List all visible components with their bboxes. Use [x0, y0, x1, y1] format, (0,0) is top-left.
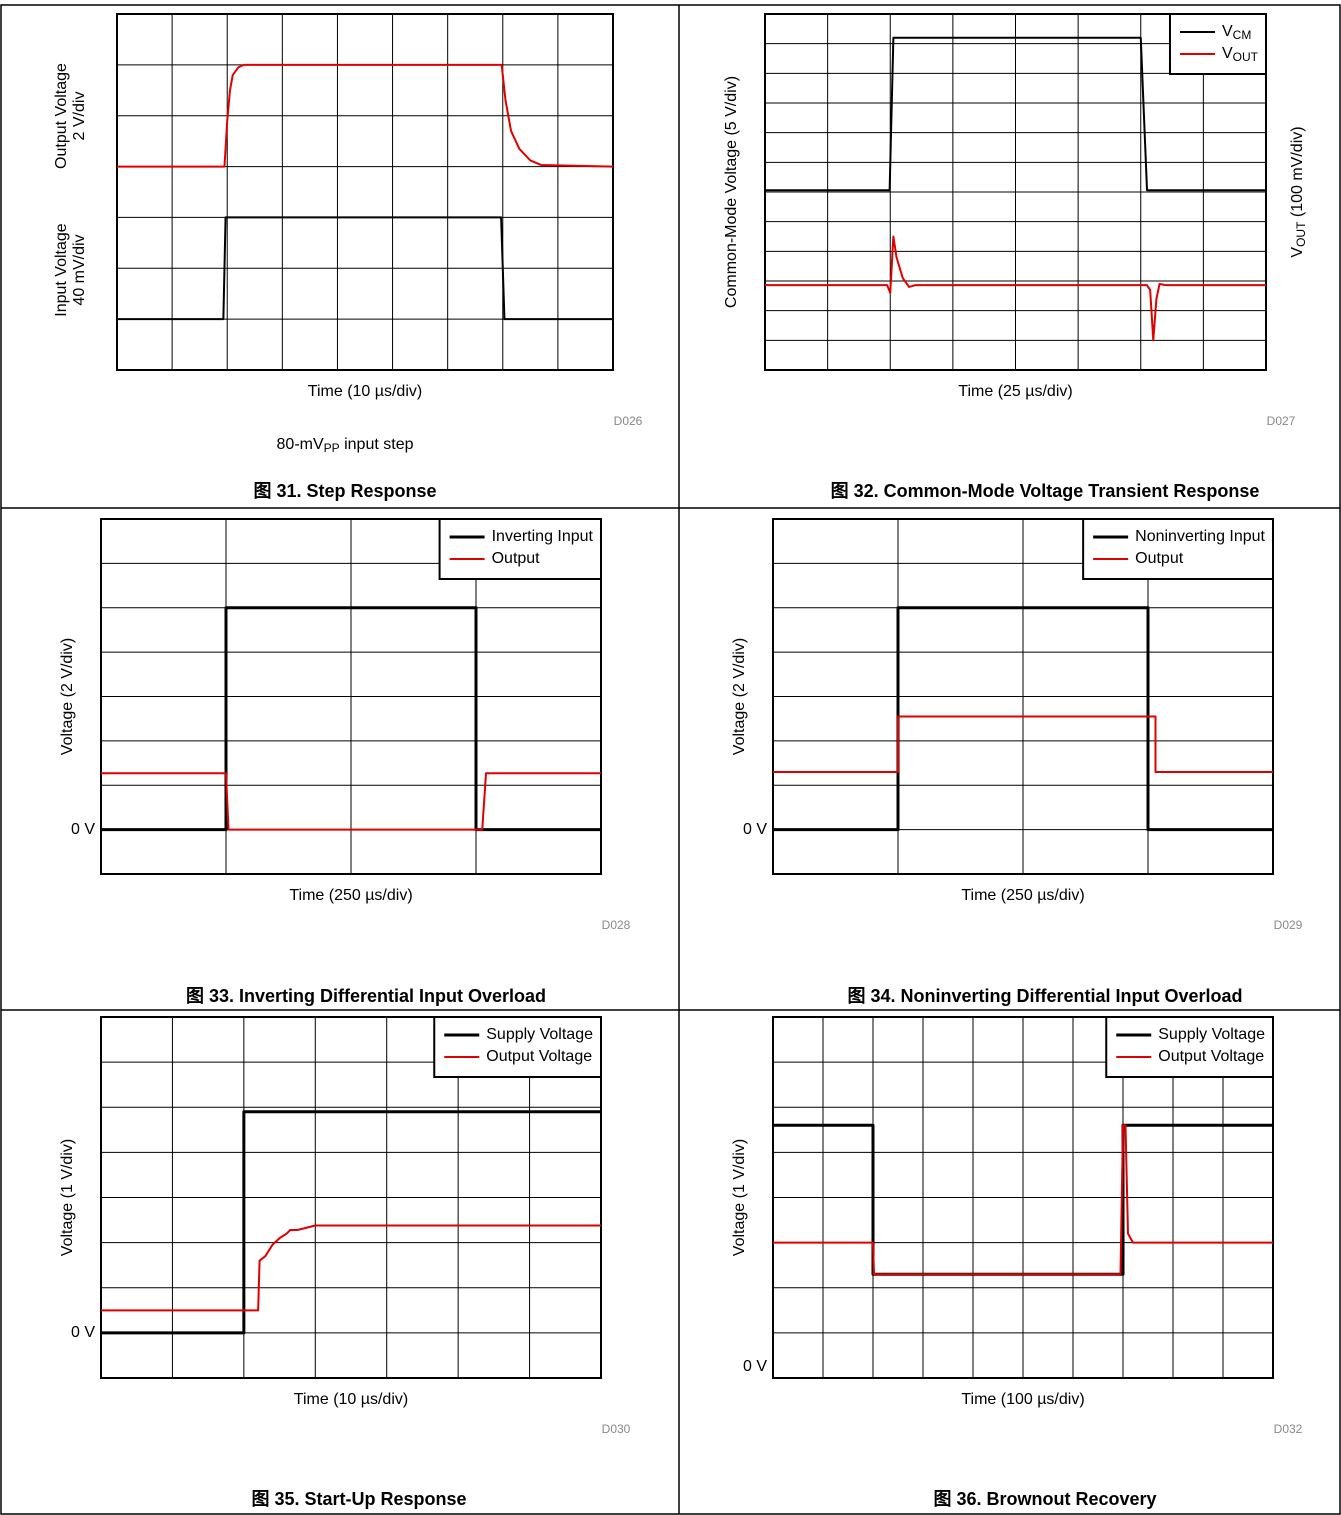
figure-code: D026 — [614, 414, 643, 428]
legend-label-main: V — [1222, 45, 1233, 62]
figure-caption: 图 33. Inverting Differential Input Overl… — [186, 986, 546, 1006]
legend-label-main: Supply Voltage — [486, 1026, 593, 1043]
waveform — [101, 772, 601, 831]
subtitle: 80-mVPP input step — [277, 436, 414, 455]
y-axis-label: Input Voltage — [53, 223, 70, 317]
y2-axis-label: VOUT (100 mV/div) — [1289, 126, 1308, 257]
x-axis-label: Time (250 µs/div) — [961, 887, 1084, 904]
legend: Noninverting Input Output — [1082, 518, 1274, 580]
legend-label-main: Inverting Input — [492, 528, 594, 545]
legend-box — [1082, 518, 1274, 580]
plot-border — [116, 13, 614, 371]
plot-border — [772, 1016, 1274, 1379]
y-axis-label: Common-Mode Voltage (5 V/div) — [723, 76, 740, 308]
legend-label: Inverting Input — [492, 528, 594, 545]
x-axis-label: Time (10 µs/div) — [308, 383, 422, 400]
y-axis-label: Voltage (1 V/div) — [731, 1139, 748, 1256]
y-axis-label: Voltage (1 V/div) — [59, 1139, 76, 1256]
figure-caption: 图 34. Noninverting Differential Input Ov… — [847, 986, 1242, 1006]
waveform — [101, 1224, 601, 1312]
figure-code: D028 — [602, 918, 631, 932]
legend-box — [1105, 1016, 1274, 1078]
plot-border — [764, 13, 1267, 371]
waveform — [773, 715, 1273, 773]
figure-caption: 图 31. Step Response — [253, 481, 436, 501]
legend-label: Output Voltage — [1158, 1048, 1264, 1065]
x-axis-label: Time (100 µs/div) — [961, 1391, 1084, 1408]
figure-code: D029 — [1274, 918, 1303, 932]
legend-label: Noninverting Input — [1135, 528, 1265, 545]
waveform — [117, 216, 613, 321]
legend-label-sub: OUT — [1233, 50, 1259, 64]
legend-label-main: Supply Voltage — [1158, 1026, 1265, 1043]
y2-axis-label-rest: (100 mV/div) — [1289, 126, 1306, 221]
legend-label: VCM — [1222, 23, 1251, 42]
y-tick-label: 0 V — [71, 821, 95, 838]
y-axis-label: Voltage (2 V/div) — [59, 638, 76, 755]
legend-label: Supply Voltage — [1158, 1026, 1265, 1043]
waveform — [765, 235, 1266, 342]
legend-label: Supply Voltage — [486, 1026, 593, 1043]
y2-axis-label-sub: OUT — [1294, 221, 1308, 247]
waveform — [773, 1124, 1273, 1276]
legend: Supply Voltage Output Voltage — [1105, 1016, 1274, 1078]
legend-box — [1168, 13, 1267, 75]
legend-label-main: Output — [492, 550, 541, 567]
x-axis-label: Time (250 µs/div) — [289, 887, 412, 904]
legend-label: VOUT — [1222, 45, 1259, 64]
legend-label-main: Noninverting Input — [1135, 528, 1265, 545]
y-axis-label: Output Voltage — [53, 63, 70, 169]
figure-caption: 图 36. Brownout Recovery — [933, 1489, 1156, 1509]
sheet-border — [0, 4, 1341, 1515]
figure-caption: 图 35. Start-Up Response — [251, 1489, 466, 1509]
legend: Supply Voltage Output Voltage — [433, 1016, 602, 1078]
y-tick-label: 0 V — [743, 1358, 767, 1375]
waveform — [773, 606, 1273, 832]
legend-box — [433, 1016, 602, 1078]
legend-label-sub: CM — [1233, 28, 1252, 42]
legend-label-main: Output Voltage — [1158, 1048, 1264, 1065]
y-axis-label: 2 V/div — [71, 92, 88, 141]
legend-label: Output — [492, 550, 541, 567]
figure-code: D027 — [1267, 414, 1296, 428]
plot-border — [100, 1016, 602, 1379]
plot-border — [772, 518, 1274, 875]
waveform — [101, 1110, 601, 1335]
legend-box — [438, 518, 602, 580]
subtitle-rest: input step — [340, 436, 414, 453]
waveform — [117, 63, 614, 168]
plot-border — [100, 518, 602, 875]
x-axis-label: Time (25 µs/div) — [958, 383, 1072, 400]
waveform — [101, 606, 601, 832]
y2-axis-label-main: V — [1289, 247, 1306, 258]
y-tick-label: 0 V — [71, 1324, 95, 1341]
figure-caption: 图 32. Common-Mode Voltage Transient Resp… — [831, 481, 1260, 501]
legend-label-main: Output Voltage — [486, 1048, 592, 1065]
y-tick-label: 0 V — [743, 821, 767, 838]
y-axis-label: Voltage (2 V/div) — [731, 638, 748, 755]
subtitle-main: 80-mV — [277, 436, 324, 453]
waveform — [765, 36, 1266, 192]
legend: Inverting Input Output — [438, 518, 602, 580]
subtitle-sub: PP — [324, 441, 340, 455]
legend-label-main: V — [1222, 23, 1233, 40]
figure-code: D032 — [1274, 1422, 1303, 1436]
x-axis-label: Time (10 µs/div) — [294, 1391, 408, 1408]
legend-label: Output Voltage — [486, 1048, 592, 1065]
legend-label: Output — [1135, 550, 1184, 567]
legend-label-main: Output — [1135, 550, 1184, 567]
y-axis-label: 40 mV/div — [71, 234, 88, 305]
figure-code: D030 — [602, 1422, 631, 1436]
